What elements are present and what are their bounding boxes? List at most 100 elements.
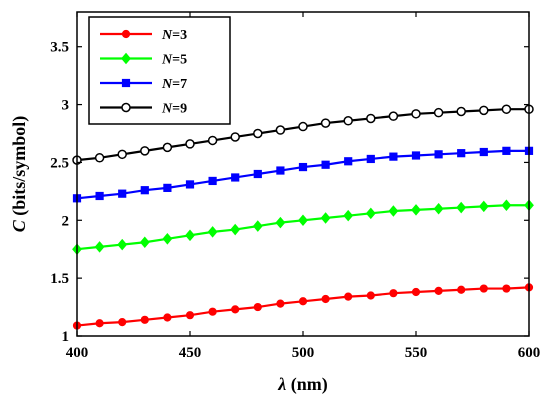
data-point [479, 105, 489, 116]
legend-value: =9 [172, 102, 187, 117]
x-axis-unit: (nm) [286, 374, 328, 395]
data-point [366, 113, 376, 124]
legend-label: N=7 [161, 77, 187, 92]
data-point [118, 318, 127, 327]
data-point [457, 149, 466, 158]
x-tick-label: 600 [518, 345, 541, 361]
data-point [185, 229, 195, 242]
data-point [163, 313, 172, 322]
y-tick-label: 1.5 [50, 271, 69, 287]
x-axis-label: λ (nm) [277, 374, 328, 395]
legend-marker [121, 29, 131, 39]
data-point [298, 214, 308, 227]
data-point [502, 146, 511, 155]
data-point [298, 297, 308, 306]
series-layer [72, 104, 534, 330]
y-tick-label: 3 [62, 98, 70, 114]
data-point [321, 160, 330, 169]
data-point [389, 289, 398, 298]
y-axis-symbol: C [9, 219, 29, 232]
series-n7 [72, 146, 534, 203]
data-point [163, 183, 172, 192]
data-point [298, 162, 308, 172]
legend-marker [121, 52, 131, 65]
data-point [252, 220, 263, 232]
legend-entry: N=9 [100, 102, 187, 117]
data-point [501, 104, 512, 114]
legend-entry: N=5 [100, 53, 187, 68]
data-point [276, 299, 285, 308]
data-point [321, 294, 330, 304]
data-point [457, 285, 466, 294]
y-tick-label: 2.5 [50, 155, 69, 171]
data-point [230, 132, 240, 142]
legend-entry: N=7 [100, 77, 187, 92]
data-point [162, 142, 173, 153]
legend-label: N=3 [161, 28, 187, 43]
series-n5 [72, 199, 534, 255]
data-point [478, 200, 489, 213]
data-point [479, 147, 488, 157]
data-point [140, 146, 150, 156]
data-point [479, 284, 488, 293]
data-point [208, 307, 217, 316]
y-tick-label: 1 [62, 329, 70, 345]
data-point [117, 149, 127, 160]
data-point [501, 199, 512, 212]
data-point [140, 315, 149, 324]
series-n3 [72, 283, 534, 330]
legend-marker [121, 78, 131, 88]
series-n9 [72, 104, 534, 165]
data-point [185, 311, 195, 320]
data-point [502, 284, 511, 293]
data-point [411, 204, 421, 216]
legend-entry: N=3 [100, 28, 187, 43]
data-point [389, 152, 398, 161]
legend-marker [121, 102, 131, 113]
data-point [411, 109, 421, 119]
data-point [207, 226, 218, 238]
data-point [388, 205, 399, 217]
data-point [208, 176, 217, 186]
data-point [95, 191, 104, 201]
data-point [433, 107, 444, 118]
data-point [456, 106, 466, 117]
legend-symbol: N [161, 53, 173, 68]
y-tick-label: 3.5 [50, 40, 69, 56]
data-point [411, 151, 421, 160]
y-tick-label: 2 [62, 213, 70, 229]
data-point [118, 189, 127, 198]
data-point [231, 305, 240, 314]
data-point [388, 111, 399, 121]
y-axis-label: C (bits/symbol) [9, 116, 30, 233]
data-point [433, 202, 444, 215]
data-point [276, 166, 285, 175]
data-point [320, 118, 331, 128]
data-point [185, 139, 195, 149]
x-tick-label: 500 [292, 345, 315, 361]
data-point [366, 154, 375, 164]
data-point [117, 238, 128, 251]
data-point [185, 180, 195, 189]
data-point [275, 125, 286, 135]
data-point [139, 236, 150, 249]
legend-value: =7 [172, 77, 187, 92]
data-point [434, 286, 443, 295]
data-point [207, 135, 218, 146]
x-tick-label: 550 [405, 345, 428, 361]
x-axis-symbol: λ [277, 374, 286, 394]
legend-label: N=9 [161, 102, 187, 117]
data-point [344, 292, 353, 301]
data-point [253, 169, 262, 179]
legend-value: =3 [172, 28, 187, 43]
data-point [298, 121, 308, 132]
legend-value: =5 [172, 53, 187, 68]
data-point [343, 116, 353, 126]
x-tick-label: 400 [66, 345, 89, 361]
data-point [231, 173, 240, 182]
data-point [365, 207, 376, 220]
data-point [230, 223, 241, 236]
data-point [344, 157, 353, 166]
data-point [434, 150, 443, 159]
